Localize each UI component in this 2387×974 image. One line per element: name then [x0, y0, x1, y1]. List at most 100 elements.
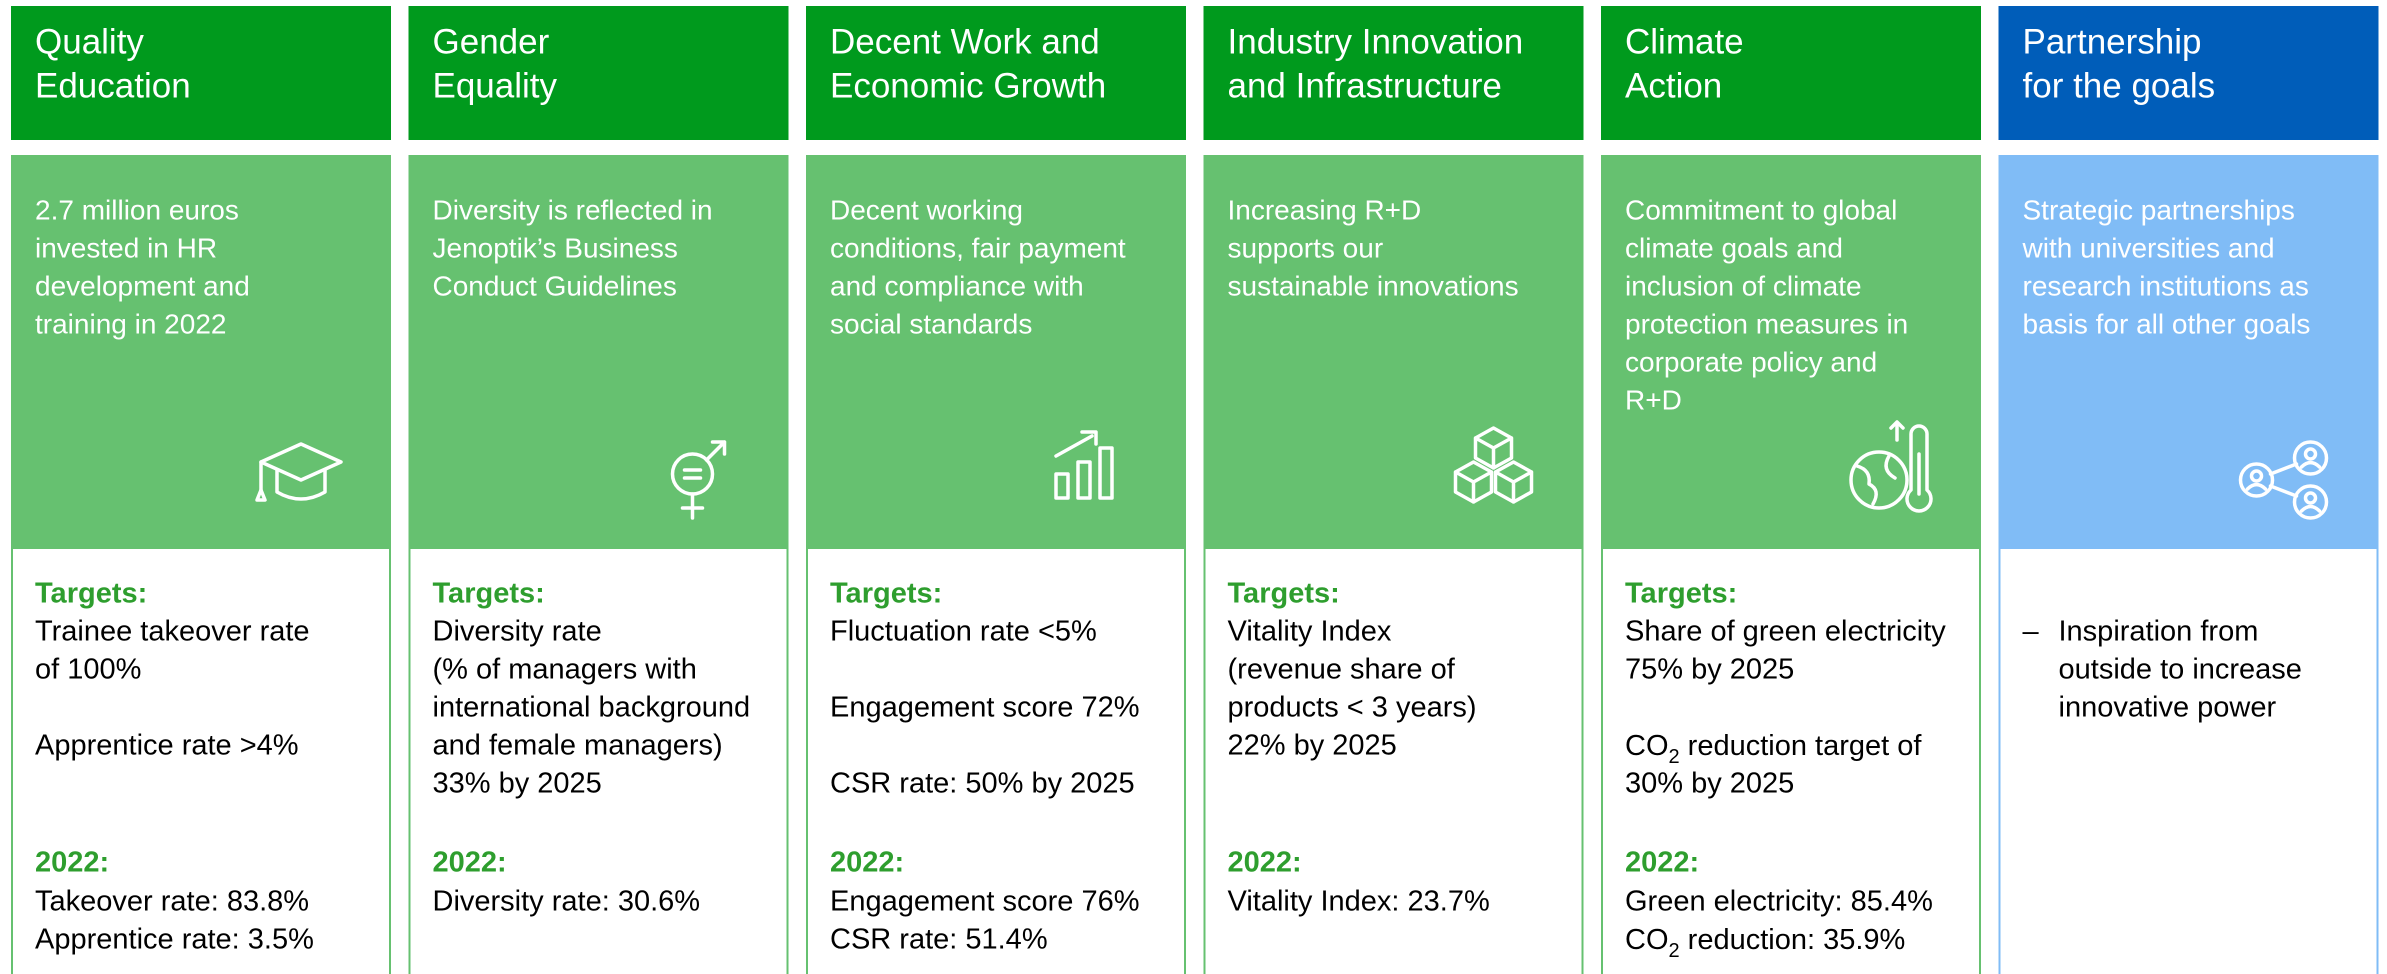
description: Commitment to global: [1625, 194, 1897, 225]
description: inclusion of climate: [1625, 270, 1862, 301]
target-text: Share of green electricity: [1625, 616, 1946, 648]
header-title: Action: [1625, 66, 1722, 105]
year-label: 2022:: [35, 847, 109, 879]
result-text-base: CO: [1625, 924, 1669, 956]
description-bg: [408, 155, 789, 548]
description: R+D: [1625, 384, 1682, 415]
target-text: and female managers): [433, 730, 723, 762]
header-title: Equality: [433, 66, 558, 105]
body-bg: [408, 547, 789, 974]
description: climate goals and: [1625, 232, 1843, 263]
header-bg: [806, 6, 1186, 140]
description: Strategic partnerships: [2023, 194, 2295, 225]
body-bg: [806, 547, 1186, 974]
icon: [1849, 420, 1933, 513]
icon: [255, 442, 343, 502]
body-bg: [1601, 547, 1981, 974]
description: Decent working: [830, 194, 1023, 225]
targets-label: Targets:: [1625, 578, 1737, 610]
description: training in 2022: [35, 308, 226, 339]
description: corporate policy and: [1625, 346, 1877, 377]
targets-label: Targets:: [830, 578, 942, 610]
body-bg: [11, 547, 391, 974]
result-text: Apprentice rate: 3.5%: [35, 924, 314, 956]
icon: [1054, 430, 1114, 500]
body-bg: [1998, 547, 2379, 974]
bullet-text: innovative power: [2059, 692, 2277, 724]
target-text: 75% by 2025: [1625, 654, 1794, 686]
header-bg: [1203, 6, 1584, 140]
target-text: (% of managers with: [433, 654, 697, 686]
result-text: Engagement score 76%: [830, 886, 1140, 918]
icon: [670, 440, 727, 520]
description: supports our: [1228, 232, 1384, 263]
description-bg: [11, 155, 391, 548]
target-text: Engagement score 72%: [830, 692, 1140, 724]
description: sustainable innovations: [1228, 270, 1519, 301]
year-label: 2022:: [433, 847, 507, 879]
header-title: Gender: [433, 22, 550, 61]
target-text: Diversity rate: [433, 616, 602, 648]
bullet: –: [2023, 616, 2040, 648]
body-bg: [1203, 547, 1584, 974]
target-text-sub: 2: [1669, 746, 1680, 768]
header-title: and Infrastructure: [1228, 66, 1502, 105]
target-text: Vitality Index: [1228, 616, 1392, 648]
targets-label: Targets:: [1228, 578, 1340, 610]
target-text: CSR rate: 50% by 2025: [830, 768, 1135, 800]
header-bg: [1601, 6, 1981, 140]
target-text-rest: reduction target of: [1680, 730, 1923, 762]
target-text-base: CO: [1625, 730, 1669, 762]
year-label: 2022:: [1228, 847, 1302, 879]
result-text: Takeover rate: 83.8%: [35, 886, 309, 918]
target-text: CO2 reduction target of: [1625, 730, 1922, 769]
target-text: Apprentice rate >4%: [35, 730, 299, 762]
targets-label: Targets:: [433, 578, 545, 610]
result-text: Vitality Index: 23.7%: [1228, 886, 1490, 918]
target-text: 30% by 2025: [1625, 768, 1794, 800]
result-text: CSR rate: 51.4%: [830, 924, 1048, 956]
target-text: Trainee takeover rate: [35, 616, 310, 648]
description: Jenoptik’s Business: [433, 232, 678, 263]
result-text-sub: 2: [1669, 940, 1680, 962]
description: invested in HR: [35, 232, 217, 263]
description: social standards: [830, 308, 1032, 339]
description: development and: [35, 270, 250, 301]
description: basis for all other goals: [2023, 308, 2311, 339]
header-title: Quality: [35, 22, 144, 61]
header-bg: [1998, 6, 2379, 140]
result-text-rest: reduction: 35.9%: [1680, 924, 1906, 956]
description-bg: [1203, 155, 1584, 548]
description: 2.7 million euros: [35, 194, 239, 225]
header-title: Education: [35, 66, 191, 105]
header-title: Economic Growth: [830, 66, 1106, 105]
target-text: international background: [433, 692, 751, 724]
result-text: Green electricity: 85.4%: [1625, 886, 1933, 918]
result-text: Diversity rate: 30.6%: [433, 886, 701, 918]
header-title: Decent Work and: [830, 22, 1100, 61]
header-title: for the goals: [2023, 66, 2216, 105]
target-text: of 100%: [35, 654, 141, 686]
description-bg: [1998, 155, 2379, 548]
description: protection measures in: [1625, 308, 1908, 339]
target-text: 22% by 2025: [1228, 730, 1397, 762]
icon: [2238, 440, 2329, 520]
header-title: Climate: [1625, 22, 1744, 61]
header-bg: [11, 6, 391, 140]
header-bg: [408, 6, 789, 140]
description: with universities and: [2022, 232, 2275, 263]
target-text: products < 3 years): [1228, 692, 1477, 724]
target-text: 33% by 2025: [433, 768, 602, 800]
targets-label: Targets:: [35, 578, 147, 610]
header-title: Partnership: [2023, 22, 2202, 61]
description-bg: [806, 155, 1186, 548]
description: Increasing R+D: [1228, 194, 1422, 225]
description: Diversity is reflected in: [433, 194, 713, 225]
bullet-text: outside to increase: [2059, 654, 2302, 686]
description: and compliance with: [830, 270, 1084, 301]
target-text: Fluctuation rate <5%: [830, 616, 1097, 648]
description: Conduct Guidelines: [433, 270, 677, 301]
year-label: 2022:: [1625, 847, 1699, 879]
description: research institutions as: [2023, 270, 2309, 301]
